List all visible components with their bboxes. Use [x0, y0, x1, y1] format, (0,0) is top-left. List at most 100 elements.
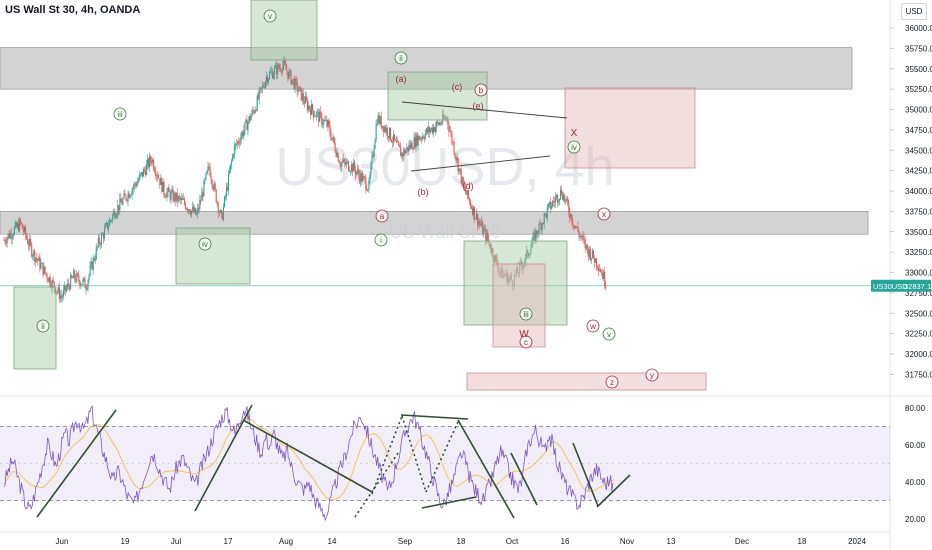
candle-body — [431, 127, 434, 133]
candle-body — [262, 85, 264, 88]
candle-body — [325, 120, 327, 121]
candle-body — [517, 267, 519, 274]
candle-body — [547, 204, 549, 208]
y-tick-label: 32750.0 — [905, 289, 932, 298]
candle-body — [396, 140, 398, 143]
candle-body — [314, 115, 316, 117]
candle-body — [439, 122, 441, 125]
candle-body — [76, 273, 78, 282]
candle-body — [293, 79, 295, 90]
candle-body — [78, 274, 80, 282]
rsi-trendline — [457, 419, 515, 519]
candle-body — [32, 255, 34, 257]
candle-body — [575, 226, 577, 228]
candle-body — [449, 131, 451, 133]
candle-body — [323, 120, 325, 124]
candle-body — [591, 250, 593, 258]
candle-body — [264, 81, 266, 88]
candle-body — [324, 120, 326, 121]
candle-body — [285, 64, 287, 70]
candle-body — [311, 104, 313, 115]
x-tick-label: 14 — [328, 537, 337, 546]
x-tick-label: 18 — [798, 537, 807, 546]
candle-body — [394, 134, 396, 140]
candle-body — [305, 96, 307, 101]
candle-body — [115, 216, 117, 218]
wave-box-ii-top — [387, 71, 488, 121]
wave-label: y — [650, 371, 654, 380]
candle-body — [235, 143, 237, 146]
candle-body — [14, 222, 16, 228]
candle-body — [416, 134, 418, 146]
candle-body — [157, 175, 159, 179]
candle-body — [596, 266, 599, 268]
candle-body — [534, 232, 536, 242]
candle-body — [240, 137, 242, 144]
wave-label-ring — [519, 335, 533, 349]
candle-body — [336, 153, 338, 157]
wave-label-ring — [394, 51, 408, 65]
candle-body — [275, 65, 277, 68]
candle-body — [53, 281, 55, 289]
candle-body — [252, 110, 254, 111]
candle-body — [79, 281, 81, 287]
candle-body — [317, 111, 319, 113]
candle-body — [427, 127, 429, 133]
candle-body — [487, 233, 489, 240]
candle-body — [350, 164, 353, 171]
currency-button[interactable]: USD — [901, 3, 927, 20]
candle-body — [99, 244, 101, 245]
x-tick-label: Nov — [620, 537, 634, 546]
candle-body — [131, 189, 133, 195]
candle-body — [74, 270, 76, 279]
candle-body — [385, 128, 387, 132]
candle-body — [590, 257, 592, 260]
candle-body — [170, 191, 172, 200]
candle-body — [561, 189, 563, 195]
candle-body — [389, 127, 392, 140]
candle-body — [288, 71, 290, 79]
candle-body — [140, 172, 142, 175]
candle-body — [267, 78, 270, 83]
wave-label: (b) — [418, 187, 429, 197]
candle-body — [59, 295, 61, 299]
candle-body — [100, 234, 102, 245]
x-tick-label: 16 — [561, 537, 570, 546]
candle-body — [397, 141, 399, 143]
candle-body — [479, 221, 481, 224]
candle-body — [483, 229, 485, 234]
candle-body — [284, 60, 286, 65]
candle-body — [167, 187, 169, 193]
candle-body — [462, 177, 464, 186]
candle-body — [226, 187, 229, 191]
candle-body — [418, 135, 420, 140]
candle-body — [331, 138, 333, 140]
candle-body — [585, 244, 587, 249]
x-tick-label: Jul — [171, 537, 181, 546]
candle-body — [174, 193, 176, 201]
candle-body — [205, 173, 207, 180]
candle-body — [362, 175, 364, 182]
candle-body — [367, 189, 369, 191]
candle-body — [430, 127, 433, 130]
candle-body — [216, 202, 218, 204]
candle-body — [8, 233, 10, 239]
rsi-trendline — [596, 474, 631, 508]
candle-body — [141, 172, 143, 177]
candle-body — [330, 133, 332, 140]
candle-body — [491, 248, 493, 253]
wave-label-ring — [374, 233, 388, 247]
candle-body — [343, 159, 345, 162]
candle-body — [577, 226, 579, 232]
candle-body — [113, 211, 115, 215]
candle-body — [40, 263, 42, 269]
candle-body — [553, 201, 556, 203]
rsi-line — [3, 404, 614, 521]
candle-body — [179, 197, 181, 200]
candle-body — [3, 239, 5, 241]
candle-body — [213, 183, 215, 190]
candle-body — [422, 136, 424, 139]
candle-body — [376, 123, 378, 125]
candle-body — [302, 93, 304, 101]
